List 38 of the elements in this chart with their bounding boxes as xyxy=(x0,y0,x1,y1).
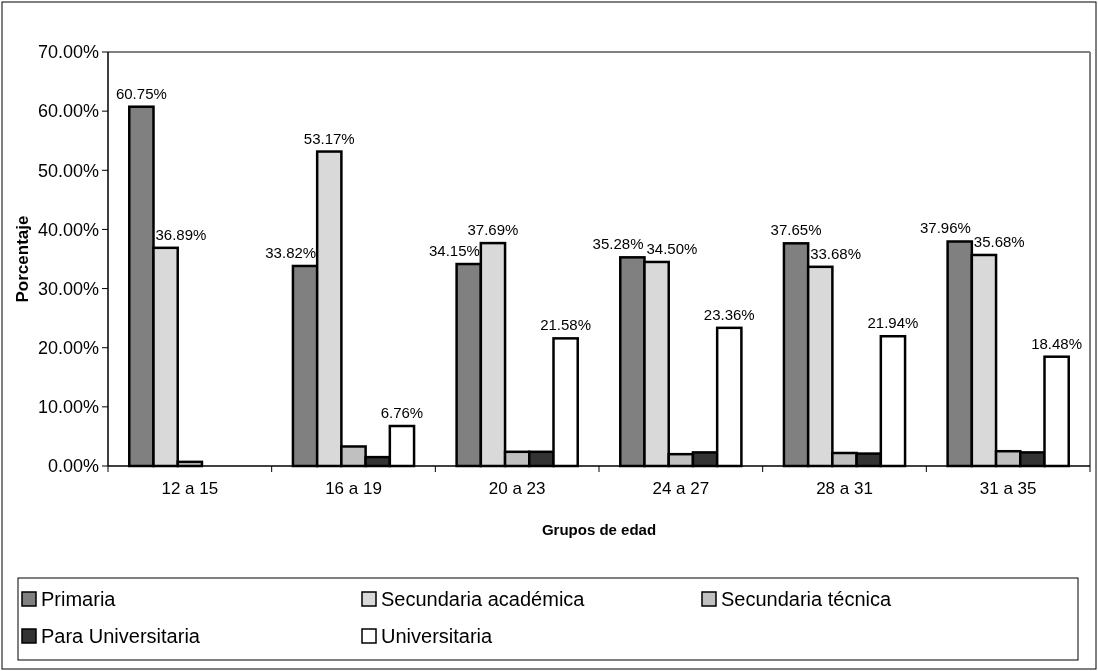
y-tick-label: 50.00% xyxy=(37,160,99,181)
y-tick-label: 40.00% xyxy=(37,219,99,240)
data-label: 33.82% xyxy=(265,243,317,261)
x-tick-label: 20 a 23 xyxy=(488,479,546,498)
data-label: 60.75% xyxy=(115,84,167,102)
data-label: 23.36% xyxy=(703,305,755,323)
legend-label: Secundaria técnica xyxy=(721,588,892,610)
x-tick-label: 31 a 35 xyxy=(979,479,1037,498)
legend-label: Secundaria académica xyxy=(381,588,586,610)
y-tick-label: 70.00% xyxy=(37,42,99,63)
data-label: 53.17% xyxy=(303,129,355,147)
y-tick-label: 10.00% xyxy=(37,397,99,418)
x-tick-label: 16 a 19 xyxy=(325,479,382,498)
legend-label: Universitaria xyxy=(381,625,494,647)
data-label: 21.58% xyxy=(540,316,592,334)
data-label: 6.76% xyxy=(380,404,424,422)
data-label: 37.69% xyxy=(467,221,519,239)
data-label: 18.48% xyxy=(1031,334,1083,352)
data-label: 36.89% xyxy=(155,225,207,243)
y-axis-title: Porcentaje xyxy=(12,215,32,303)
data-label: 33.68% xyxy=(810,244,862,262)
data-label: 34.50% xyxy=(646,239,698,257)
legend-label: Para Universitaria xyxy=(41,625,201,647)
y-tick-label: 30.00% xyxy=(37,278,99,299)
data-label: 35.28% xyxy=(592,235,644,253)
y-tick-label: 20.00% xyxy=(37,338,99,359)
y-tick-label: 60.00% xyxy=(37,101,99,122)
data-label: 37.96% xyxy=(919,219,971,237)
data-label: 21.94% xyxy=(867,314,919,332)
x-tick-label: 12 a 15 xyxy=(161,479,219,498)
legend-label: Primaria xyxy=(41,588,117,610)
x-axis-title: Grupos de edad xyxy=(541,521,657,538)
y-tick-label: 0.00% xyxy=(47,456,99,477)
data-label: 34.15% xyxy=(428,242,480,260)
data-label: 35.68% xyxy=(973,232,1025,250)
data-label: 37.65% xyxy=(770,221,822,239)
x-tick-label: 24 a 27 xyxy=(652,479,710,498)
x-tick-label: 28 a 31 xyxy=(816,479,873,498)
